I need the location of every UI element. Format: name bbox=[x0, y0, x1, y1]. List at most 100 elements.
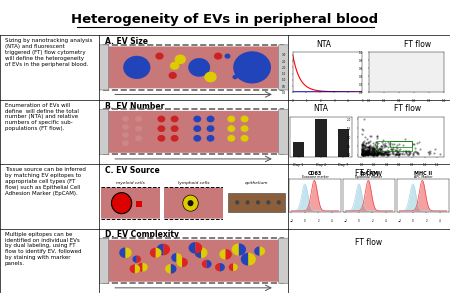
Point bbox=[386, 149, 393, 154]
Point bbox=[392, 152, 400, 157]
Point bbox=[410, 151, 417, 156]
Point bbox=[380, 151, 387, 155]
Point bbox=[359, 127, 366, 132]
Point bbox=[372, 151, 379, 156]
Point bbox=[413, 150, 420, 155]
Point bbox=[411, 149, 418, 154]
Point bbox=[403, 150, 410, 155]
FancyBboxPatch shape bbox=[98, 238, 108, 283]
Point bbox=[383, 152, 391, 156]
Circle shape bbox=[158, 115, 165, 122]
Point bbox=[358, 148, 365, 153]
Point bbox=[370, 150, 378, 155]
Point bbox=[371, 143, 378, 147]
Point bbox=[362, 148, 369, 153]
Point bbox=[374, 150, 382, 154]
Wedge shape bbox=[143, 263, 148, 272]
Circle shape bbox=[235, 200, 239, 205]
Circle shape bbox=[204, 72, 217, 82]
Wedge shape bbox=[156, 248, 162, 258]
Wedge shape bbox=[171, 264, 176, 274]
Text: NTA: NTA bbox=[316, 40, 331, 49]
Point bbox=[364, 148, 371, 153]
Point bbox=[364, 152, 371, 157]
Point bbox=[369, 146, 376, 150]
Point bbox=[369, 148, 376, 152]
Point bbox=[374, 147, 382, 151]
Point bbox=[383, 152, 391, 157]
Point bbox=[373, 152, 380, 157]
Point bbox=[396, 150, 404, 155]
Point bbox=[360, 152, 367, 157]
Point bbox=[360, 153, 367, 157]
Point bbox=[395, 142, 402, 146]
Point bbox=[359, 152, 366, 156]
Point bbox=[362, 148, 369, 153]
Point bbox=[358, 152, 365, 156]
Point bbox=[401, 148, 409, 153]
Point bbox=[374, 152, 381, 156]
Wedge shape bbox=[176, 253, 182, 262]
Text: Sizing by nanotracking analysis
(NTA) and fluorescent
triggered (FT) flow cytome: Sizing by nanotracking analysis (NTA) an… bbox=[5, 38, 92, 67]
Point bbox=[417, 147, 424, 151]
Circle shape bbox=[122, 124, 129, 130]
Point bbox=[363, 151, 370, 156]
Point bbox=[359, 141, 366, 146]
Point bbox=[410, 153, 417, 157]
Point bbox=[376, 152, 383, 156]
Point bbox=[364, 151, 371, 156]
Point bbox=[360, 148, 368, 152]
Point bbox=[416, 139, 423, 144]
Text: Enumeration of EVs will
define  will define the total
number (NTA) and relative
: Enumeration of EVs will define will defi… bbox=[5, 103, 79, 131]
Point bbox=[386, 141, 393, 145]
Point bbox=[368, 152, 375, 157]
Point bbox=[363, 150, 370, 155]
Point bbox=[360, 151, 367, 156]
Point bbox=[365, 151, 372, 156]
Point bbox=[360, 151, 367, 156]
Point bbox=[383, 150, 390, 155]
Point bbox=[371, 151, 378, 156]
Point bbox=[393, 147, 400, 152]
Point bbox=[359, 151, 366, 156]
Point bbox=[369, 152, 376, 156]
Wedge shape bbox=[130, 264, 135, 273]
Point bbox=[369, 149, 377, 154]
Point bbox=[376, 150, 383, 155]
Point bbox=[384, 151, 391, 156]
Point bbox=[360, 150, 367, 154]
Text: NTA: NTA bbox=[313, 104, 328, 113]
Point bbox=[373, 152, 380, 156]
Point bbox=[400, 148, 407, 153]
Point bbox=[361, 144, 369, 149]
FancyBboxPatch shape bbox=[103, 47, 284, 88]
FancyBboxPatch shape bbox=[103, 111, 284, 153]
Point bbox=[380, 150, 387, 155]
Circle shape bbox=[241, 135, 248, 142]
Circle shape bbox=[194, 135, 201, 142]
Point bbox=[413, 149, 420, 154]
Circle shape bbox=[233, 51, 271, 84]
Point bbox=[368, 144, 375, 149]
Wedge shape bbox=[220, 263, 225, 271]
Point bbox=[364, 141, 371, 146]
Point bbox=[367, 152, 374, 156]
Point bbox=[384, 152, 392, 157]
Point bbox=[363, 141, 370, 146]
Point bbox=[359, 152, 366, 156]
Point bbox=[405, 149, 412, 154]
Point bbox=[369, 148, 377, 152]
Point bbox=[382, 149, 389, 153]
Point bbox=[377, 144, 384, 149]
Circle shape bbox=[135, 116, 142, 122]
Point bbox=[361, 151, 368, 155]
Point bbox=[360, 149, 367, 154]
Bar bbox=[377, 141, 412, 151]
Point bbox=[374, 149, 381, 154]
Point bbox=[358, 142, 365, 147]
Wedge shape bbox=[176, 258, 182, 267]
Point bbox=[360, 151, 367, 156]
FancyBboxPatch shape bbox=[103, 240, 284, 282]
Point bbox=[411, 146, 418, 151]
Point bbox=[398, 150, 405, 155]
